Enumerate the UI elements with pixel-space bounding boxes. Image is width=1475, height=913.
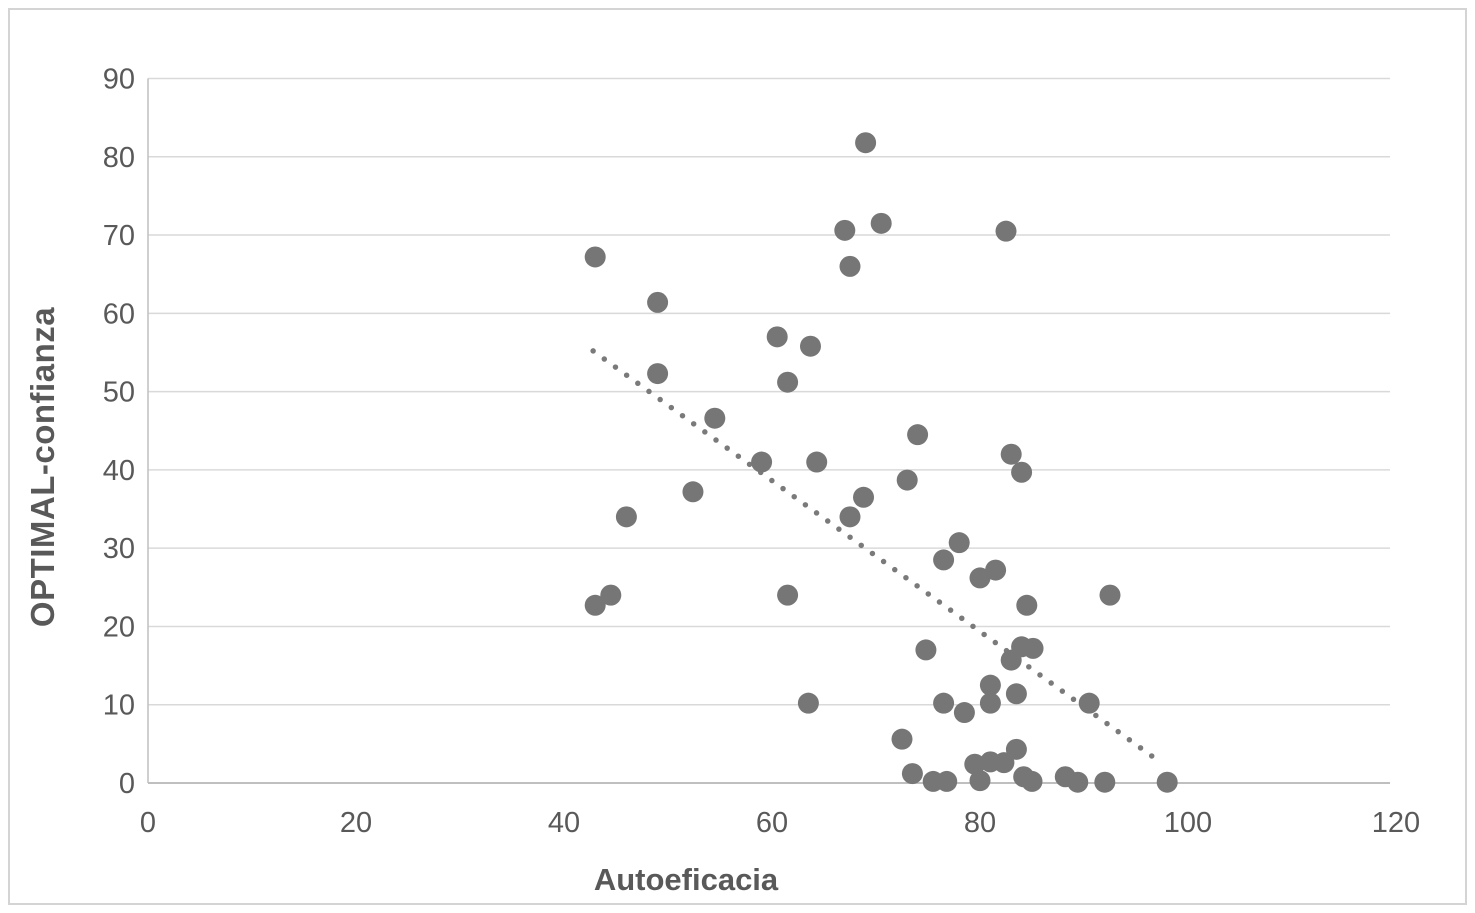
data-point — [1000, 649, 1022, 671]
data-point — [993, 752, 1015, 774]
data-point — [1067, 771, 1089, 793]
data-point — [969, 770, 991, 792]
data-point — [1021, 770, 1043, 792]
data-point — [870, 212, 892, 234]
data-point — [647, 363, 669, 385]
data-point — [1022, 637, 1044, 659]
data-point — [1078, 692, 1100, 714]
y-tick-label: 90 — [103, 64, 135, 96]
y-tick-label: 50 — [103, 377, 135, 409]
data-point — [936, 770, 958, 792]
y-tick-label: 10 — [103, 690, 135, 722]
data-point — [839, 506, 861, 528]
data-point — [995, 220, 1017, 242]
data-point — [1000, 443, 1022, 465]
data-point — [891, 728, 913, 750]
y-tick-label: 30 — [103, 533, 135, 565]
data-point — [704, 407, 726, 429]
data-point — [915, 639, 937, 661]
data-point — [953, 702, 975, 724]
data-point — [896, 469, 918, 491]
y-tick-label: 0 — [119, 768, 135, 800]
data-point — [777, 371, 799, 393]
x-tick-label: 40 — [548, 807, 580, 839]
y-tick-label: 40 — [103, 455, 135, 487]
data-point — [964, 753, 986, 775]
data-point — [806, 451, 828, 473]
x-tick-label: 80 — [964, 807, 996, 839]
data-point — [855, 132, 877, 154]
data-point — [1016, 594, 1038, 616]
data-point — [615, 506, 637, 528]
data-point — [584, 246, 606, 268]
data-point — [839, 255, 861, 277]
data-point — [584, 594, 606, 616]
y-axis-title: OPTIMAL-confianza — [24, 306, 61, 628]
data-point — [647, 291, 669, 313]
x-tick-label: 20 — [340, 807, 372, 839]
x-tick-label: 60 — [756, 807, 788, 839]
data-point — [682, 481, 704, 503]
data-point — [777, 584, 799, 606]
data-point — [933, 692, 955, 714]
data-point — [933, 549, 955, 571]
x-tick-label: 100 — [1164, 807, 1212, 839]
data-point — [1099, 584, 1121, 606]
data-point — [834, 219, 856, 241]
data-point — [799, 335, 821, 357]
data-point — [979, 692, 1001, 714]
y-tick-label: 60 — [103, 298, 135, 330]
x-axis-title: Autoeficacia — [593, 862, 779, 897]
data-point — [901, 763, 923, 785]
data-point — [969, 567, 991, 589]
data-point — [985, 559, 1007, 581]
data-point — [1156, 771, 1178, 793]
data-point — [1011, 461, 1033, 483]
data-point — [751, 451, 773, 473]
data-point — [1005, 683, 1027, 705]
data-point — [600, 584, 622, 606]
y-tick-label: 80 — [103, 142, 135, 174]
y-tick-label: 20 — [103, 611, 135, 643]
data-point — [797, 692, 819, 714]
data-point — [948, 532, 970, 554]
data-point — [907, 424, 929, 446]
data-point — [766, 326, 788, 348]
data-point — [853, 486, 875, 508]
data-point — [1005, 738, 1027, 760]
y-tick-label: 70 — [103, 220, 135, 252]
trendline — [590, 348, 1165, 767]
data-point — [1094, 771, 1116, 793]
x-tick-label: 0 — [140, 807, 156, 839]
data-point — [979, 674, 1001, 696]
x-tick-label: 120 — [1372, 807, 1420, 839]
